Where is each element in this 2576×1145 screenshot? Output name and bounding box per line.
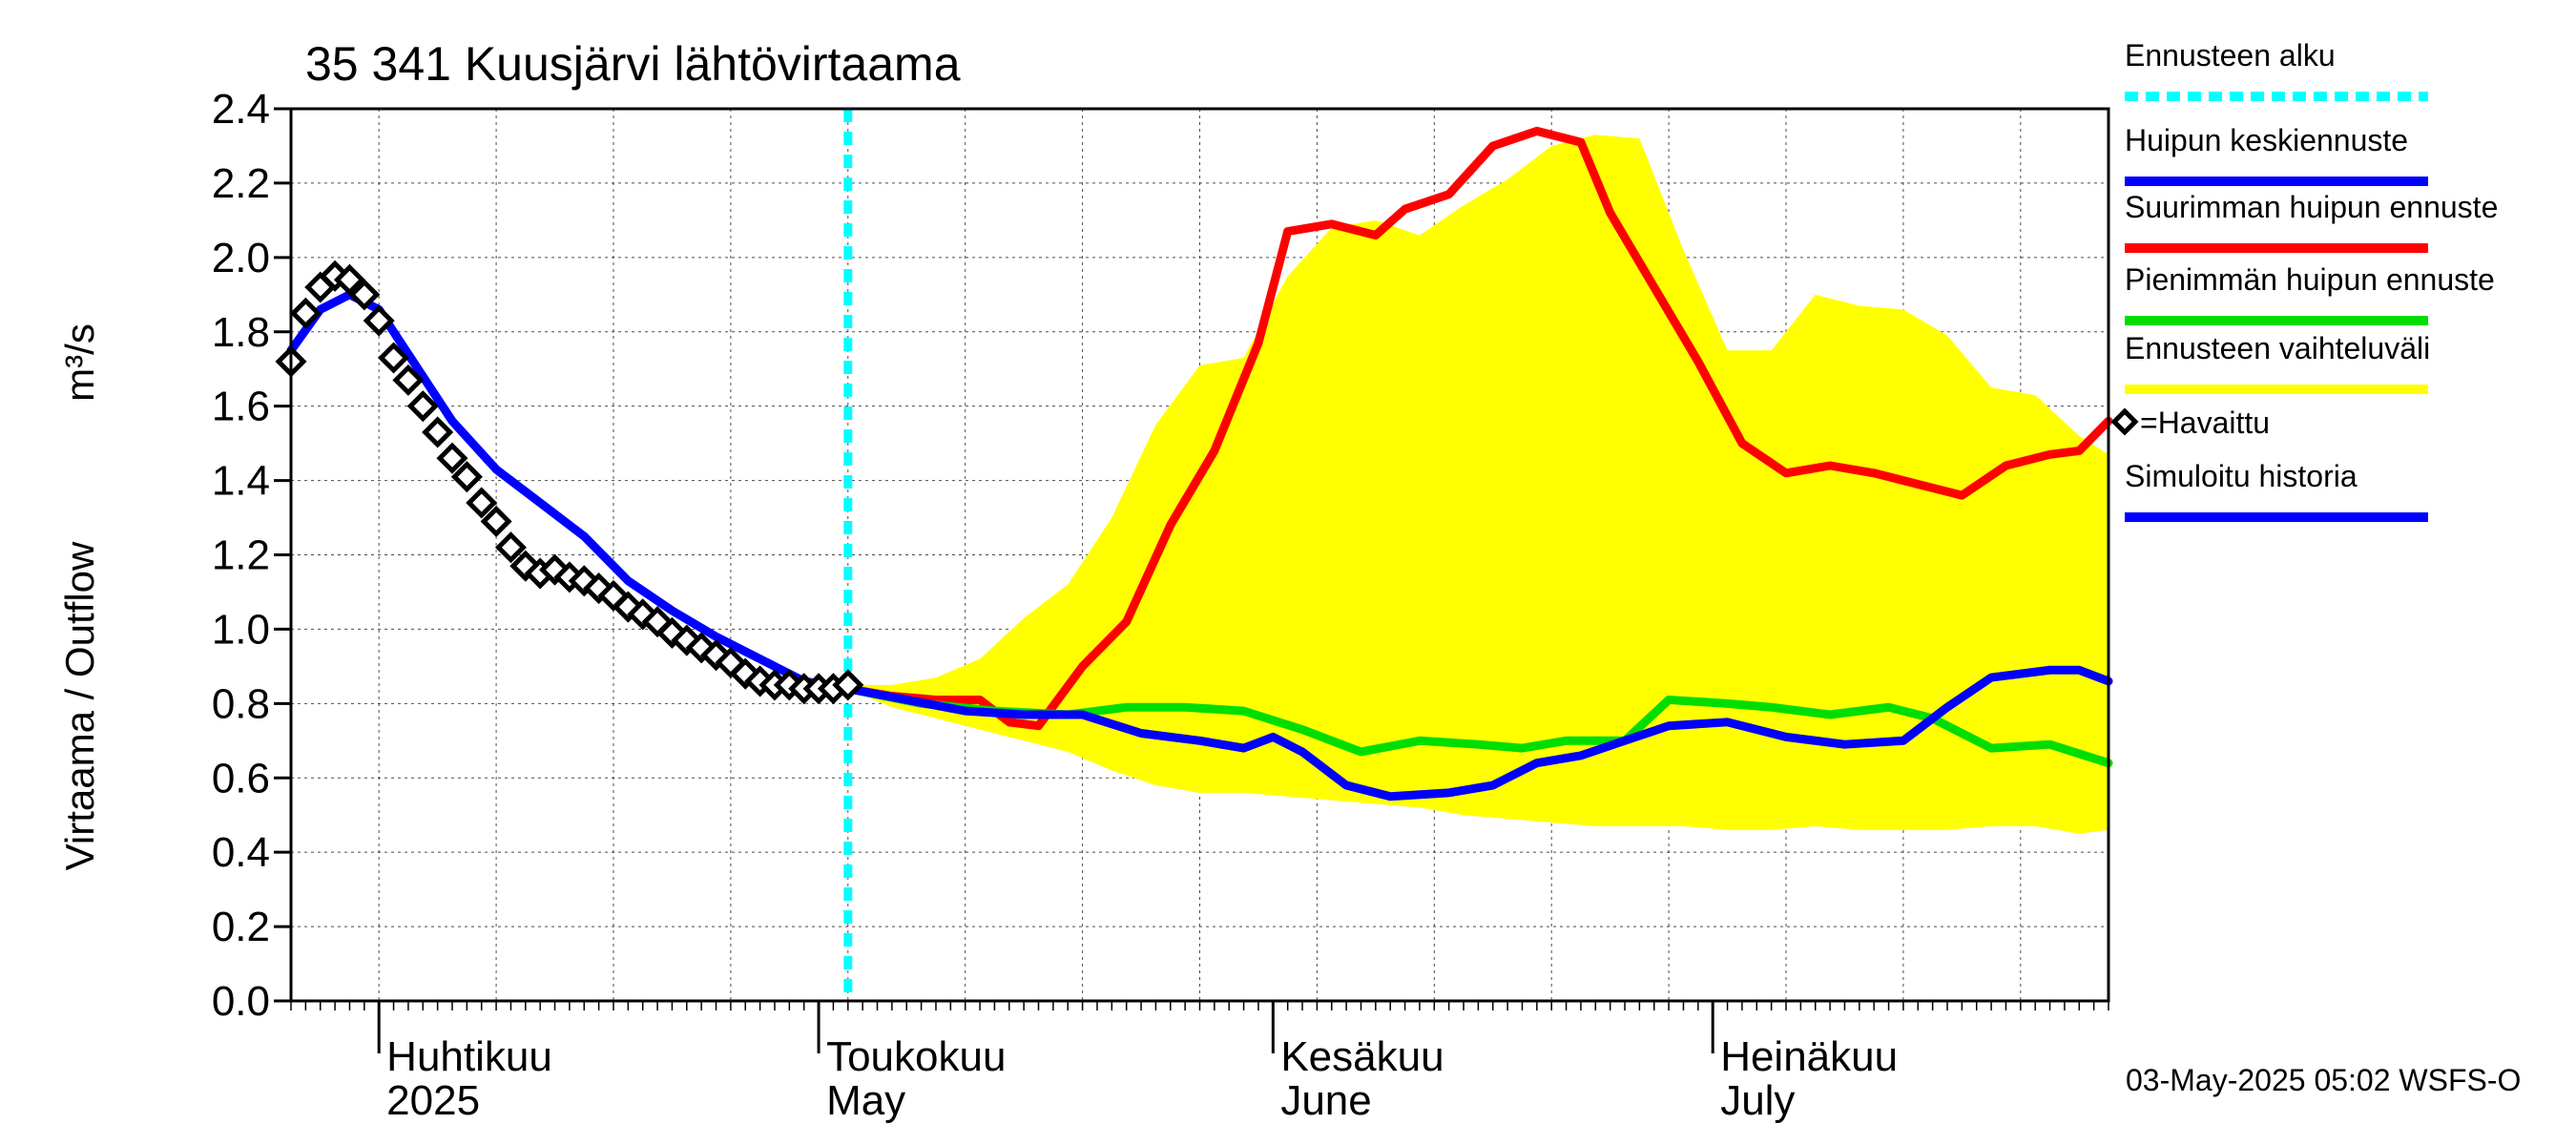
legend: Ennusteen alku Huipun keskiennuste Suurimm… [2110, 38, 2498, 522]
x-month-label: Huhtikuu [386, 1033, 552, 1080]
timestamp-footer: 03-May-2025 05:02 WSFS-O [2126, 1063, 2521, 1097]
series-lines [286, 126, 2113, 802]
observed-marker [406, 390, 439, 423]
observed-marker [422, 416, 454, 448]
legend-item-suurimman-huipun-ennuste-label: Suurimman huipun ennuste [2125, 190, 2498, 224]
y-tick-label: 0.8 [212, 680, 270, 727]
observed-marker [466, 487, 498, 519]
y-tick-label: 1.6 [212, 384, 270, 430]
y-tick-label: 1.8 [212, 309, 270, 356]
series-line-huipun-keskiennuste [286, 290, 2113, 802]
x-month-label: Toukokuu [826, 1033, 1006, 1080]
x-month-label: Heinäkuu [1720, 1033, 1898, 1080]
observed-marker [392, 364, 425, 396]
legend-item-pienimm-n-huipun-ennuste-label: Pienimmän huipun ennuste [2125, 262, 2495, 297]
x-month-label: Kesäkuu [1280, 1033, 1444, 1080]
legend-item-havaittu-marker [2110, 407, 2139, 436]
legend-item-simuloitu-historia-label: Simuloitu historia [2125, 459, 2358, 493]
x-month-sublabel: July [1720, 1077, 1795, 1124]
observed-marker [348, 279, 381, 311]
observed-marker [436, 442, 468, 474]
y-tick-label: 0.4 [212, 829, 270, 876]
forecast-range-band [847, 135, 2109, 834]
chart-title: 35 341 Kuusjärvi lähtövirtaama [305, 37, 961, 91]
forecast-range-area [847, 135, 2109, 834]
y-axis-unit: m³/s [57, 323, 102, 402]
observed-marker [450, 461, 483, 493]
observed-marker [289, 297, 322, 329]
legend-item-havaittu-label: =Havaittu [2140, 406, 2270, 440]
y-axis: 0.0 0.2 0.4 0.6 0.8 1.0 1.2 1.4 1.6 1.8 2.0 2.2 2.4 [212, 86, 291, 1025]
legend-item-huipun-keskiennuste-label: Huipun keskiennuste [2125, 123, 2408, 157]
y-tick-label: 0.0 [212, 978, 270, 1025]
y-tick-label: 2.0 [212, 235, 270, 281]
y-tick-label: 0.6 [212, 755, 270, 802]
series-line-pienimm-n-huipun-ennuste [843, 684, 2113, 768]
y-tick-label: 2.2 [212, 160, 270, 207]
observed-marker [480, 505, 512, 537]
y-tick-label: 0.2 [212, 904, 270, 950]
y-tick-label: 1.2 [212, 532, 270, 579]
observed-marker [832, 669, 864, 701]
x-month-sublabel: 2025 [386, 1077, 480, 1124]
observed-marker [494, 531, 527, 564]
x-month-sublabel: May [826, 1077, 905, 1124]
observed-markers [275, 260, 864, 705]
x-month-sublabel: June [1280, 1077, 1371, 1124]
y-tick-label: 2.4 [212, 86, 270, 133]
observed-marker [363, 304, 395, 337]
y-tick-label: 1.0 [212, 606, 270, 653]
observed-marker [378, 342, 410, 374]
observed-marker [333, 263, 365, 296]
legend-item-ennusteen-alku-label: Ennusteen alku [2125, 38, 2336, 73]
y-axis-label: Virtaama / Outflow [57, 541, 102, 870]
y-tick-label: 1.4 [212, 458, 270, 505]
legend-item-ennusteen-vaihteluv-li-label: Ennusteen vaihteluväli [2125, 331, 2430, 365]
